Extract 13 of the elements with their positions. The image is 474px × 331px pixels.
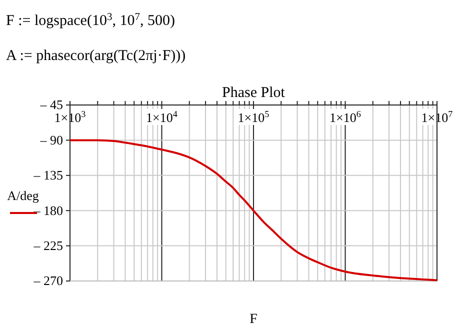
x-axis-title: F [250, 312, 258, 327]
y-tick-label: – 270 [32, 273, 63, 288]
y-tick-label: – 45 [39, 97, 63, 112]
y-tick-label: – 90 [39, 132, 63, 148]
y-tick-label: – 135 [32, 168, 63, 183]
chart-title: Phase Plot [222, 85, 286, 101]
text: F := logspace(10$^{3}$, 10$^{7}$, 500) [6, 12, 175, 29]
x-tick-label: 1×10$^{5}$ [238, 109, 270, 125]
x-tick-label: 1×10$^{6}$ [330, 109, 362, 125]
y-axis-title: A/deg [7, 188, 40, 203]
text: A := phasecor(arg(Tc(2πj·F))) [6, 48, 186, 64]
x-tick-label: 1×10$^{4}$ [146, 109, 178, 125]
y-tick-label: – 225 [32, 238, 63, 253]
